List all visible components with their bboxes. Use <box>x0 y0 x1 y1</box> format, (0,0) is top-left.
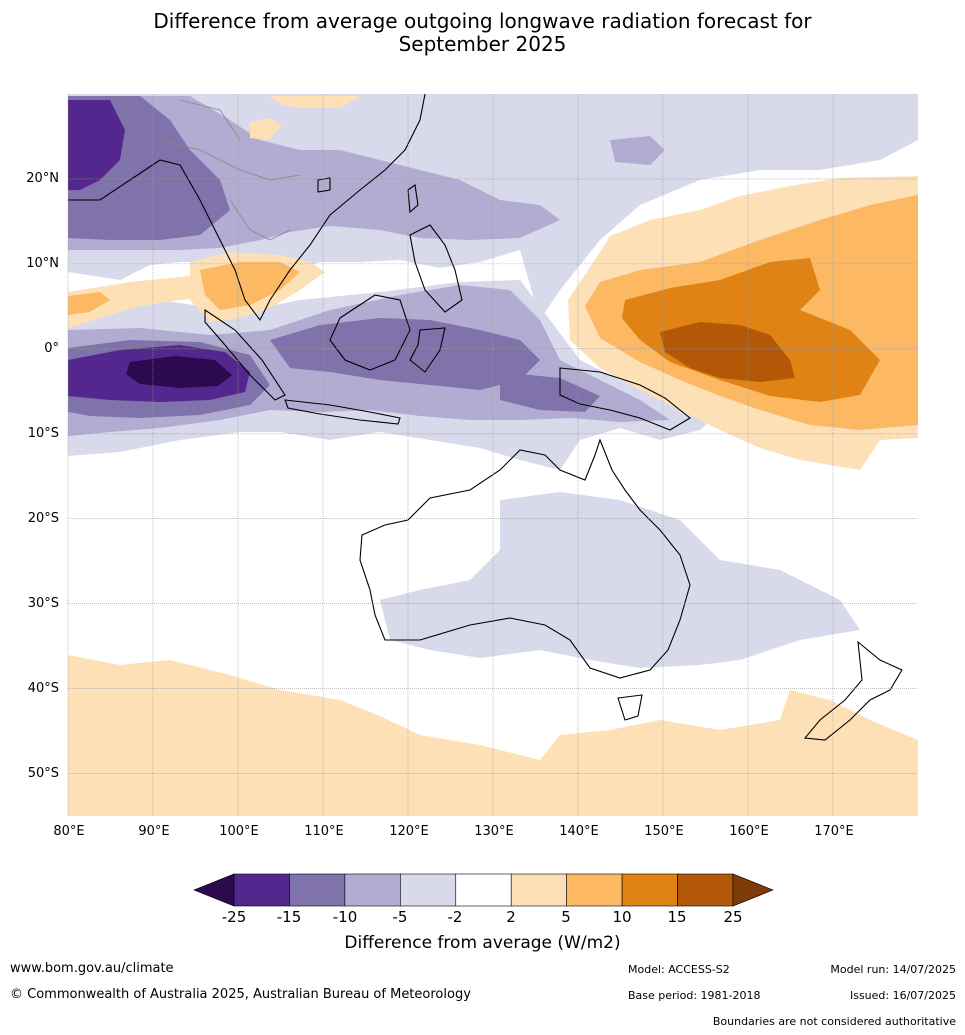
base-period: Base period: 1981-2018 <box>628 989 761 1002</box>
anomaly-region-strong-negative-maritime <box>270 318 540 390</box>
anomaly-region-light-positive-japan-sea <box>270 96 360 108</box>
issued-date: Issued: 16/07/2025 <box>849 989 956 1002</box>
title-line-2: September 2025 <box>398 32 567 56</box>
new-guinea-coastline <box>559 367 691 431</box>
border-line-1 <box>159 139 301 181</box>
tasmania-coastline <box>617 694 643 721</box>
coastlines <box>68 94 903 741</box>
colorbar-tick-p25: 25 <box>723 908 743 926</box>
anomaly-fields <box>68 94 918 816</box>
anomaly-region-light-positive-china <box>250 118 282 140</box>
asia-mainland-coastline <box>68 94 426 322</box>
lon-label-120e: 120°E <box>389 824 429 839</box>
colorbar-tick-p5: 5 <box>561 908 571 926</box>
colorbar-swatch <box>455 873 512 907</box>
colorbar-tick-n5: -5 <box>392 908 408 926</box>
new-zealand-coastline <box>803 640 903 741</box>
australia-coastline <box>359 438 691 679</box>
anomaly-region-extreme-negative-indian <box>126 356 232 388</box>
anomaly-region-medium-negative-pacific-north <box>610 136 665 165</box>
lon-label-100e: 100°E <box>219 824 259 839</box>
colorbar-swatch <box>510 873 567 907</box>
copyright-text: © Commonwealth of Australia 2025, Austra… <box>10 987 471 1002</box>
lon-label-140e: 140°E <box>559 824 599 839</box>
sulawesi-coastline <box>409 327 446 373</box>
lon-label-170e: 170°E <box>814 824 854 839</box>
borneo-coastline <box>329 294 411 371</box>
colorbar-swatch <box>677 873 734 907</box>
colorbar <box>193 873 774 907</box>
colorbar-swatch <box>344 873 401 907</box>
colorbar-tick-p10: 10 <box>612 908 632 926</box>
anomaly-region-medium-positive-bayofbengal <box>68 292 110 315</box>
java-coastline <box>284 399 401 425</box>
colorbar-tick-n25: -25 <box>221 908 247 926</box>
map-title: Difference from average outgoing longwav… <box>0 10 965 56</box>
anomaly-region-very-strong-positive-pacific <box>660 322 795 382</box>
lon-label-150e: 150°E <box>644 824 684 839</box>
colorbar-swatch <box>566 873 623 907</box>
lon-label-80e: 80°E <box>53 824 85 839</box>
colorbar-tick-p15: 15 <box>667 908 687 926</box>
colorbar-min-arrow <box>193 873 235 907</box>
lat-label-20n: 20°N <box>26 171 59 186</box>
border-line-3 <box>179 99 241 141</box>
colorbar-swatch <box>400 873 457 907</box>
philippines-coastline <box>409 224 463 313</box>
country-borders <box>159 99 301 241</box>
lat-label-20s: 20°S <box>27 511 59 526</box>
lon-label-110e: 110°E <box>304 824 344 839</box>
colorbar-swatch <box>233 873 290 907</box>
colorbar-label: Difference from average (W/m2) <box>344 933 621 953</box>
colorbar-tick-p2: 2 <box>506 908 516 926</box>
colorbar-swatch <box>621 873 678 907</box>
model-name: Model: ACCESS-S2 <box>628 963 730 976</box>
colorbar-tick-n10: -10 <box>332 908 358 926</box>
sumatra-coastline <box>204 308 286 401</box>
website-link[interactable]: www.bom.gov.au/climate <box>10 961 174 976</box>
lat-label-40s: 40°S <box>27 681 59 696</box>
lon-label-90e: 90°E <box>138 824 170 839</box>
taiwan-coastline <box>407 184 419 214</box>
lat-label-50s: 50°S <box>27 766 59 781</box>
border-line-2 <box>229 199 291 241</box>
lat-label-10s: 10°S <box>27 426 59 441</box>
anomaly-region-medium-positive-indochina <box>200 262 300 310</box>
colorbar-tick-n15: -15 <box>276 908 302 926</box>
boundaries-disclaimer: Boundaries are not considered authoritat… <box>712 1015 956 1028</box>
anomaly-region-very-strong-negative-asia <box>68 100 125 190</box>
lat-label-10n: 10°N <box>26 256 59 271</box>
lon-label-130e: 130°E <box>474 824 514 839</box>
colorbar-swatch <box>289 873 346 907</box>
lat-label-0: 0° <box>44 341 59 356</box>
title-line-1: Difference from average outgoing longwav… <box>153 9 812 33</box>
model-run-date: Model run: 14/07/2025 <box>830 963 956 976</box>
graticule <box>67 94 918 816</box>
colorbar-max-arrow <box>732 873 774 907</box>
anomaly-region-light-positive-south <box>68 655 918 816</box>
lon-label-160e: 160°E <box>729 824 769 839</box>
lat-label-30s: 30°S <box>27 596 59 611</box>
colorbar-tick-n2: -2 <box>447 908 463 926</box>
anomaly-region-light-negative-australia <box>380 492 860 668</box>
